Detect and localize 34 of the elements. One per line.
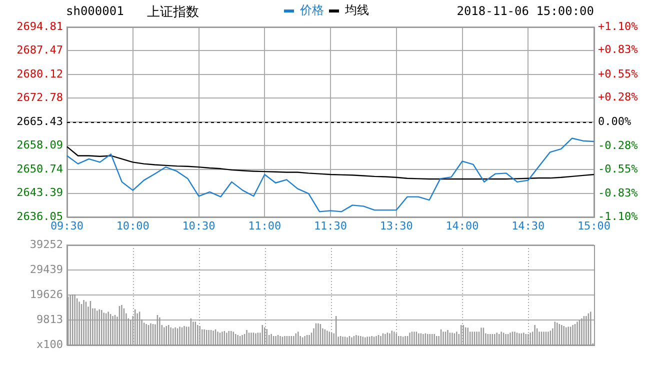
x-tick-label: 14:30 — [512, 219, 545, 232]
y-tick-label: 2680.12 — [16, 67, 63, 80]
y-tick-label: 39252 — [30, 238, 63, 251]
y2-tick-label: 0.00% — [598, 114, 632, 128]
y-tick-label: 29439 — [30, 262, 63, 276]
y2-tick-label: +1.10% — [598, 20, 638, 33]
x-tick-label: 14:00 — [446, 219, 479, 232]
y-tick-label: 2694.81 — [16, 20, 63, 33]
y-tick-label: 2665.43 — [16, 114, 63, 128]
y-tick-label: 2643.39 — [16, 186, 63, 200]
x-tick-label: 13:30 — [380, 219, 413, 232]
y-tick-label: x100 — [36, 338, 63, 351]
y-tick-label: 2672.78 — [16, 91, 63, 104]
y-tick-label: 9813 — [36, 312, 63, 326]
chart-title: 上证指数 — [147, 4, 199, 21]
y-tick-label: 2658.09 — [16, 138, 63, 152]
y2-tick-label: -0.55% — [598, 162, 638, 176]
x-tick-label: 10:30 — [182, 219, 216, 232]
legend-label: 均线 — [344, 3, 369, 18]
x-tick-label: 11:30 — [314, 219, 348, 232]
x-tick-label: 09:30 — [50, 219, 84, 232]
y2-tick-label: +0.55% — [598, 67, 638, 80]
y2-tick-label: -0.83% — [598, 186, 638, 200]
chart-subtitle: sh000001 — [66, 4, 124, 18]
y2-tick-label: +0.83% — [598, 43, 638, 56]
x-tick-label: 11:00 — [248, 219, 282, 232]
y2-tick-label: +0.28% — [598, 90, 638, 104]
x-tick-label: 10:00 — [116, 219, 150, 232]
y-tick-label: 19626 — [30, 288, 63, 301]
y-tick-label: 2650.74 — [16, 162, 64, 176]
text: 2018-11-06 15:00:00 — [456, 4, 594, 18]
y2-tick-label: -0.28% — [598, 139, 638, 152]
legend-label: 价格 — [299, 3, 324, 18]
y-tick-label: 2687.47 — [16, 44, 63, 57]
